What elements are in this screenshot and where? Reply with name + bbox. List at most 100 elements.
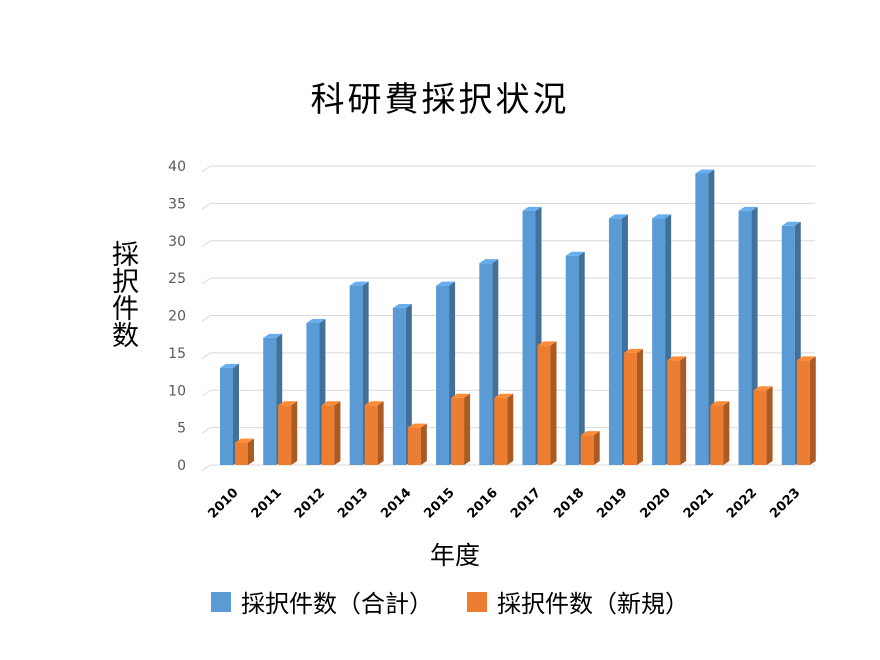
gridline-depth: [201, 202, 211, 210]
gridline-depth: [201, 352, 211, 360]
bar-new-2019: [623, 352, 637, 465]
x-tick-label: 2017: [508, 485, 544, 521]
x-tick-label: 2019: [594, 485, 630, 521]
bar-new-2023: [796, 360, 810, 465]
bar-total-2017: [522, 210, 536, 465]
y-tick-label: 35: [168, 196, 186, 212]
bar-new-2018: [580, 435, 594, 465]
bar-new-2016: [494, 397, 508, 465]
bar-top-total-2023: [781, 221, 801, 226]
bar-top-new-2013: [364, 401, 384, 406]
x-tick-label: 2015: [422, 485, 458, 521]
bar-new-2014: [407, 427, 421, 465]
x-tick-label: 2020: [638, 485, 674, 521]
bar-total-2023: [781, 225, 795, 465]
bar-top-total-2013: [349, 281, 369, 286]
y-axis-label: 採択件数: [107, 240, 138, 348]
bar-top-total-2017: [522, 206, 542, 211]
gridline-depth: [201, 277, 211, 285]
y-tick-label: 0: [177, 458, 186, 474]
bar-new-2020: [667, 360, 681, 465]
bar-top-total-2010: [220, 363, 239, 368]
bar-total-2019: [608, 218, 622, 465]
bar-top-total-2012: [306, 318, 326, 323]
y-tick-label: 40: [168, 159, 186, 175]
x-tick-label: 2014: [378, 485, 414, 521]
legend-label-total: 採択件数（合計）: [241, 590, 433, 618]
bar-top-new-2022: [753, 386, 773, 391]
bar-total-2014: [392, 308, 406, 465]
y-tick-label: 5: [177, 421, 186, 437]
x-tick-label: 2018: [551, 485, 587, 521]
bar-new-2021: [710, 405, 724, 465]
gridline-depth: [201, 389, 211, 397]
bar-side-total-2018: [578, 251, 585, 465]
bar-top-total-2016: [479, 259, 499, 264]
bar-new-2012: [321, 405, 335, 465]
bar-side-total-2021: [708, 169, 715, 465]
bar-top-total-2022: [738, 206, 758, 211]
bar-side-new-2018: [593, 431, 600, 465]
bar-side-new-2019: [636, 348, 643, 465]
bar-total-2016: [479, 263, 493, 465]
bar-top-total-2018: [565, 251, 585, 256]
y-tick-label: 20: [168, 309, 186, 325]
gridline-depth: [201, 464, 211, 472]
x-tick-label: 2010: [205, 485, 241, 521]
legend-swatch-new: [467, 591, 487, 612]
bar-top-new-2018: [580, 431, 600, 436]
x-tick-label: 2012: [292, 485, 328, 521]
bar-total-2020: [652, 218, 666, 465]
x-tick-label: 2016: [465, 485, 501, 521]
x-tick-label: 2013: [335, 485, 371, 521]
bar-total-2018: [565, 255, 579, 465]
bar-top-total-2014: [392, 304, 412, 309]
y-tick-label: 25: [168, 271, 186, 287]
y-tick-label: 15: [168, 346, 186, 362]
bar-side-new-2016: [507, 393, 514, 465]
bar-total-2022: [738, 210, 752, 465]
bar-new-2013: [364, 405, 378, 465]
bar-top-total-2015: [436, 281, 456, 286]
bar-new-2017: [537, 345, 551, 465]
bar-side-new-2012: [334, 401, 341, 465]
bar-top-new-2015: [451, 393, 471, 398]
bar-side-new-2013: [377, 401, 384, 465]
bar-top-new-2017: [537, 341, 557, 346]
legend-label-new: 採択件数（新規）: [497, 590, 689, 618]
bar-top-new-2021: [710, 401, 730, 406]
chart-title: 科研費採択状況: [310, 80, 570, 120]
bar-total-2012: [306, 322, 320, 465]
legend-item-total: 採択件数（合計）: [211, 584, 433, 619]
bar-new-2011: [278, 405, 292, 465]
gridline-depth: [201, 427, 211, 435]
bar-side-new-2021: [723, 401, 730, 465]
x-tick-label: 2022: [724, 485, 760, 521]
bar-side-new-2010: [248, 438, 254, 465]
bar-top-new-2011: [278, 401, 298, 406]
bar-new-2010: [235, 442, 248, 465]
legend-swatch-total: [211, 591, 231, 612]
gridline-depth: [201, 315, 211, 322]
bar-top-new-2016: [494, 393, 514, 398]
bar-total-2010: [220, 367, 233, 465]
bar-side-total-2010: [233, 363, 239, 465]
bar-top-new-2014: [407, 423, 427, 428]
bar-top-total-2021: [695, 169, 715, 174]
bar-top-total-2020: [652, 214, 672, 219]
bar-new-2022: [753, 390, 767, 465]
bar-top-total-2011: [263, 333, 283, 338]
bar-top-new-2010: [235, 438, 254, 443]
x-axis-label: 年度: [429, 541, 480, 570]
bar-total-2013: [349, 285, 363, 465]
y-tick-label: 10: [168, 383, 186, 399]
bar-top-new-2012: [321, 401, 341, 406]
bar-top-new-2023: [796, 356, 816, 361]
legend: 採択件数（合計） 採択件数（新規）: [0, 584, 880, 619]
bar-top-new-2019: [623, 348, 643, 353]
bar-side-new-2022: [766, 386, 773, 465]
gridline-depth: [201, 165, 211, 173]
bar-side-new-2023: [809, 356, 816, 465]
